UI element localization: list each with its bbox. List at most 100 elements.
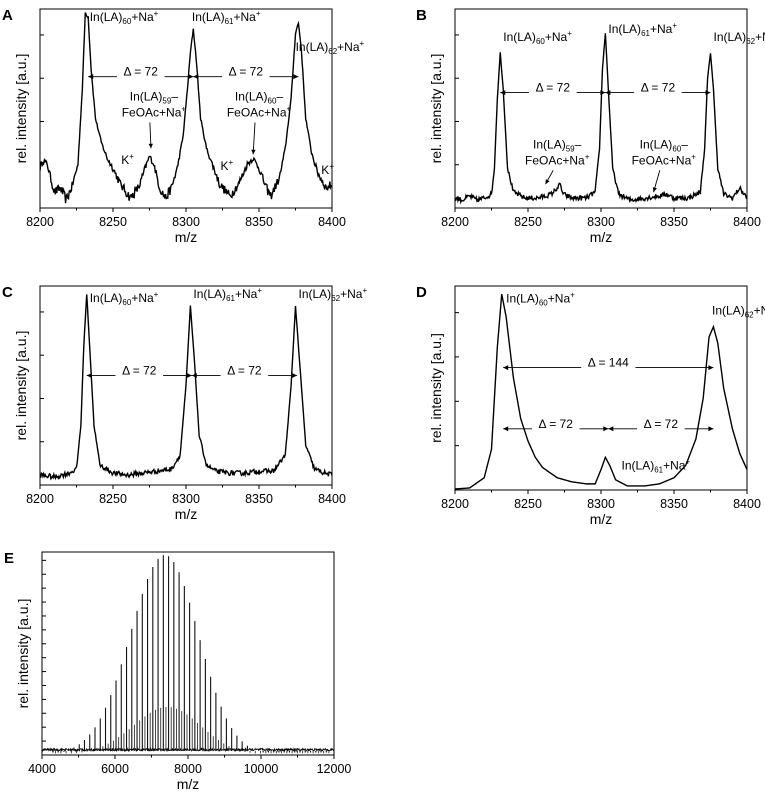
- delta-label: Δ = 72: [122, 364, 157, 378]
- x-tick-label: 8350: [660, 497, 688, 511]
- peak-label: In(LA)62+Na+: [296, 39, 365, 56]
- delta-label-bg: [220, 366, 269, 378]
- delta-label-bg: [581, 358, 636, 370]
- x-tick-label: 10000: [244, 762, 279, 776]
- delta-arrow-left: [500, 90, 506, 96]
- x-axis-label: m/z: [175, 506, 198, 522]
- x-tick-label: 8400: [733, 497, 761, 511]
- delta-arrow-right: [708, 426, 714, 432]
- peak-label: In(LA)61+Na+: [192, 9, 261, 26]
- x-axis-label: m/z: [177, 776, 200, 792]
- fragment-label: In(LA)60–: [235, 90, 284, 106]
- delta-arrow-left: [605, 90, 611, 96]
- delta-label: Δ = 72: [641, 81, 676, 95]
- x-tick-label: 8400: [318, 492, 346, 506]
- delta-arrow-left: [191, 373, 197, 379]
- fragment-arrow-head: [251, 149, 256, 155]
- spectrum-baseline: [42, 747, 334, 753]
- y-axis-label: rel. intensity [a.u.]: [13, 331, 29, 441]
- delta-label-bg: [116, 67, 165, 79]
- y-axis-label: rel. intensity [a.u.]: [13, 54, 29, 164]
- plot-frame: [454, 285, 748, 491]
- x-tick-label: 8200: [441, 497, 469, 511]
- delta-label-bg: [634, 83, 682, 95]
- delta-label-bg: [222, 67, 270, 79]
- delta-label: Δ = 72: [536, 81, 571, 95]
- delta-arrow-right: [188, 74, 194, 80]
- y-axis-label: rel. intensity [a.u.]: [15, 599, 31, 709]
- x-tick-label: 8350: [245, 492, 273, 506]
- panel-c: C 8200 8250 8300 8350 8400 m/z rel. intensity […: [2, 284, 367, 522]
- delta-arrow-right: [291, 373, 297, 379]
- peak-label: In(LA)60+Na+: [90, 9, 159, 26]
- delta-label: Δ = 72: [227, 364, 262, 378]
- panel-a: A 8200 8250 8300 8350 8400 m/z rel. intensity […: [2, 7, 365, 245]
- x-tick-label: 8350: [245, 215, 273, 229]
- spectrum-line: [40, 294, 332, 481]
- x-tick-label: 8400: [733, 215, 761, 229]
- x-tick-label: 8300: [172, 215, 200, 229]
- x-tick-label: 8000: [174, 762, 202, 776]
- fragment-arrow: [252, 122, 256, 155]
- delta-arrow-left: [503, 365, 509, 371]
- spectrum-line: [40, 12, 332, 204]
- panel-label-b: B: [416, 7, 427, 24]
- delta-label-bg: [637, 419, 685, 431]
- panel-e: E 4000 6000 8000 10000 12000 m/z rel. intensity…: [4, 550, 351, 792]
- fragment-label: In(LA)59–: [130, 90, 179, 106]
- x-axis-label: m/z: [175, 229, 198, 245]
- delta-label-bg: [531, 419, 580, 431]
- delta-arrow-right: [186, 373, 192, 379]
- panel-label-e: E: [4, 550, 14, 567]
- x-tick-label: 8250: [99, 215, 127, 229]
- fragment-arrow-head: [148, 143, 153, 149]
- delta-arrow-right: [600, 90, 606, 96]
- x-tick-label: 8300: [587, 215, 615, 229]
- delta-arrow-right: [708, 365, 714, 371]
- x-tick-label: 8200: [26, 215, 54, 229]
- delta-arrow-right: [705, 90, 711, 96]
- delta-arrow-left: [86, 373, 92, 379]
- x-axis-label: m/z: [590, 229, 613, 245]
- side-label: K+: [121, 152, 134, 167]
- delta-arrow-left: [88, 74, 94, 80]
- fragment-arrow-head: [545, 179, 550, 185]
- x-tick-label: 6000: [101, 762, 129, 776]
- y-axis-label: rel. intensity [a.u.]: [428, 333, 444, 443]
- plot-frame: [41, 551, 335, 756]
- delta-label: Δ = 72: [539, 417, 574, 431]
- fragment-label: In(LA)59–: [533, 137, 582, 153]
- peak-label: In(LA)62+Na+: [714, 29, 765, 46]
- x-tick-label: 8250: [514, 215, 542, 229]
- peak-label: In(LA)60+Na+: [503, 29, 572, 46]
- delta-label: Δ = 72: [124, 65, 159, 79]
- peak-label: In(LA)62+Na+: [712, 303, 765, 320]
- x-tick-label: 8400: [318, 215, 346, 229]
- peak-label: In(LA)60+Na+: [90, 290, 159, 307]
- delta-label: Δ = 72: [229, 65, 264, 79]
- panel-b: B 8200 8250 8300 8350 8400 m/z rel. intensity […: [416, 7, 765, 245]
- delta-label-bg: [529, 83, 577, 95]
- fragment-label: In(LA)60–: [640, 137, 689, 153]
- y-axis-label: rel. intensity [a.u.]: [428, 54, 444, 164]
- spectrum-line: [455, 294, 747, 490]
- x-tick-label: 8250: [514, 497, 542, 511]
- delta-arrow-right: [293, 74, 299, 80]
- fragment-arrow-head: [652, 187, 657, 193]
- delta-label-bg: [115, 366, 164, 378]
- peak-label: In(LA)60+Na+: [506, 290, 575, 307]
- x-tick-label: 8300: [587, 497, 615, 511]
- peak-label: In(LA)61+Na+: [622, 458, 691, 475]
- side-label: K+: [221, 158, 234, 173]
- delta-arrow-left: [193, 74, 199, 80]
- delta-arrow-right: [603, 426, 609, 432]
- peak-label: In(LA)62+Na+: [299, 286, 368, 303]
- x-tick-label: 8250: [99, 492, 127, 506]
- panel-label-a: A: [2, 7, 13, 24]
- delta-arrow-left: [503, 426, 509, 432]
- peak-label: In(LA)61+Na+: [608, 21, 677, 38]
- fragment-label-line2: FeOAc+Na+: [632, 152, 697, 167]
- x-axis-label: m/z: [590, 511, 613, 527]
- spectrum-line: [455, 33, 747, 205]
- panel-label-d: D: [416, 284, 427, 301]
